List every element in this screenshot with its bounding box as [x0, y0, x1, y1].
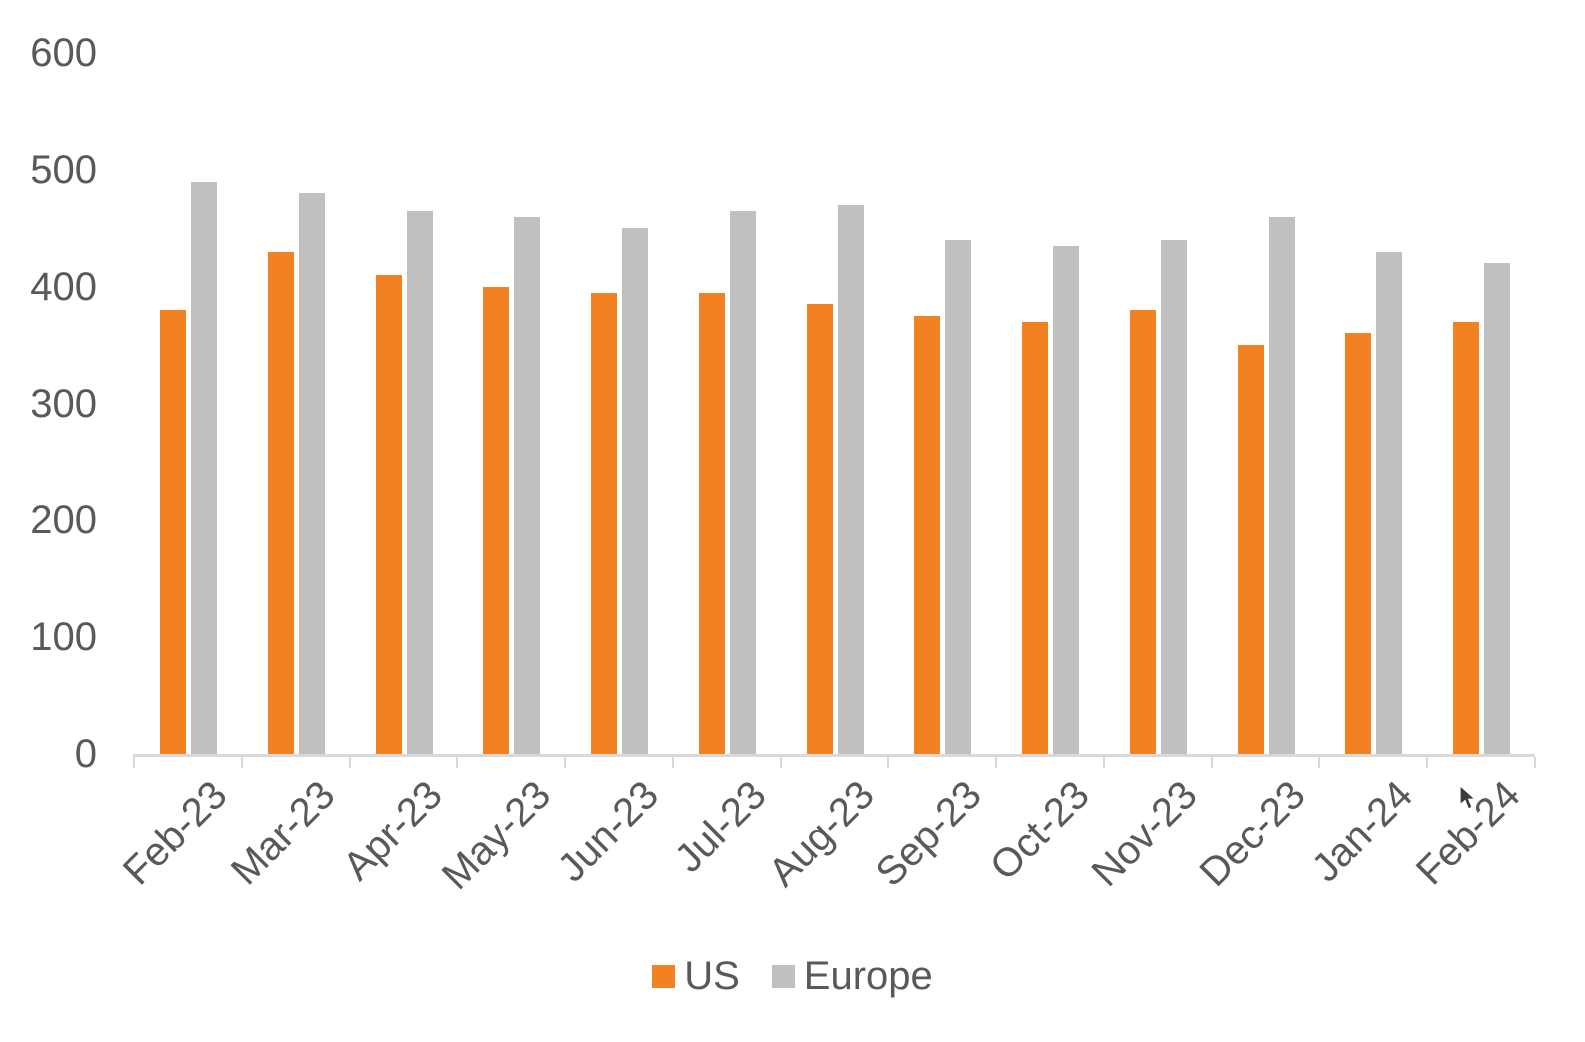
bar-europe-aug-23 — [837, 204, 864, 754]
y-tick-label: 500 — [30, 147, 97, 192]
bar-us-jan-24 — [1345, 333, 1372, 754]
x-axis-tick — [1426, 757, 1429, 768]
legend: US Europe — [0, 952, 1585, 1000]
mouse-cursor — [1460, 786, 1476, 810]
bar-us-dec-23 — [1237, 345, 1264, 754]
y-tick-label: 300 — [30, 381, 97, 426]
legend-label-europe: Europe — [803, 954, 933, 998]
bar-europe-jan-24 — [1376, 251, 1403, 754]
x-axis-tick — [456, 757, 459, 768]
x-axis-tick — [887, 757, 890, 768]
legend-item-us: US — [652, 952, 740, 1000]
x-tick-label: Jul-23 — [666, 772, 775, 881]
x-tick-label: Oct-23 — [981, 772, 1098, 889]
x-axis-tick — [1210, 757, 1213, 768]
x-axis-tick — [1534, 757, 1536, 768]
x-axis-tick — [240, 757, 243, 768]
x-axis-tick — [1318, 757, 1321, 768]
x-tick-label: Aug-23 — [760, 772, 883, 896]
x-axis-tick — [564, 757, 567, 768]
x-tick-label: Mar-23 — [222, 772, 344, 894]
x-tick-label: May-23 — [433, 772, 560, 899]
bar-europe-mar-23 — [298, 193, 325, 754]
y-tick-label: 600 — [30, 31, 97, 75]
x-axis-tick — [133, 757, 135, 768]
bar-us-feb-24 — [1453, 321, 1480, 754]
x-tick-label: Feb-23 — [114, 772, 236, 894]
bar-europe-oct-23 — [1053, 245, 1080, 754]
bar-us-oct-23 — [1022, 321, 1049, 754]
x-tick-label: Jun-23 — [549, 772, 667, 891]
x-axis-tick — [1102, 757, 1105, 768]
bar-europe-sep-23 — [945, 239, 972, 754]
legend-label-us: US — [684, 954, 740, 998]
x-tick-label: Jan-24 — [1303, 772, 1422, 891]
bar-europe-nov-23 — [1160, 239, 1187, 754]
bar-europe-jul-23 — [729, 210, 756, 754]
bar-us-jul-23 — [698, 292, 725, 754]
x-tick-label: Apr-23 — [335, 772, 452, 889]
x-axis-tick — [348, 757, 351, 768]
legend-swatch-europe — [771, 964, 795, 988]
bar-europe-apr-23 — [406, 210, 433, 754]
bar-us-apr-23 — [375, 274, 402, 754]
x-axis-tick — [995, 757, 998, 768]
bar-europe-jun-23 — [622, 228, 649, 754]
y-tick-label: 100 — [30, 615, 97, 660]
bar-europe-feb-24 — [1484, 263, 1511, 754]
bar-us-may-23 — [483, 286, 510, 754]
x-tick-label: Sep-23 — [867, 772, 991, 896]
x-axis-tick — [779, 757, 782, 768]
y-tick-label: 0 — [74, 732, 97, 776]
bar-europe-feb-23 — [191, 181, 217, 754]
bar-us-mar-23 — [267, 251, 294, 754]
bar-europe-may-23 — [514, 216, 541, 754]
bar-us-feb-23 — [160, 310, 186, 754]
legend-swatch-us — [652, 964, 676, 988]
x-tick-label: Nov-23 — [1083, 772, 1206, 896]
y-tick-label: 200 — [30, 498, 97, 543]
bar-us-aug-23 — [806, 304, 833, 754]
x-tick-label: Dec-23 — [1191, 772, 1314, 896]
x-axis-line — [133, 754, 1535, 757]
x-axis-tick — [671, 757, 674, 768]
bar-us-nov-23 — [1129, 310, 1156, 754]
legend-item-europe: Europe — [771, 952, 933, 1000]
bar-us-sep-23 — [914, 315, 941, 754]
y-tick-label: 400 — [30, 264, 97, 309]
bar-us-jun-23 — [591, 292, 618, 754]
bar-europe-dec-23 — [1268, 216, 1295, 754]
